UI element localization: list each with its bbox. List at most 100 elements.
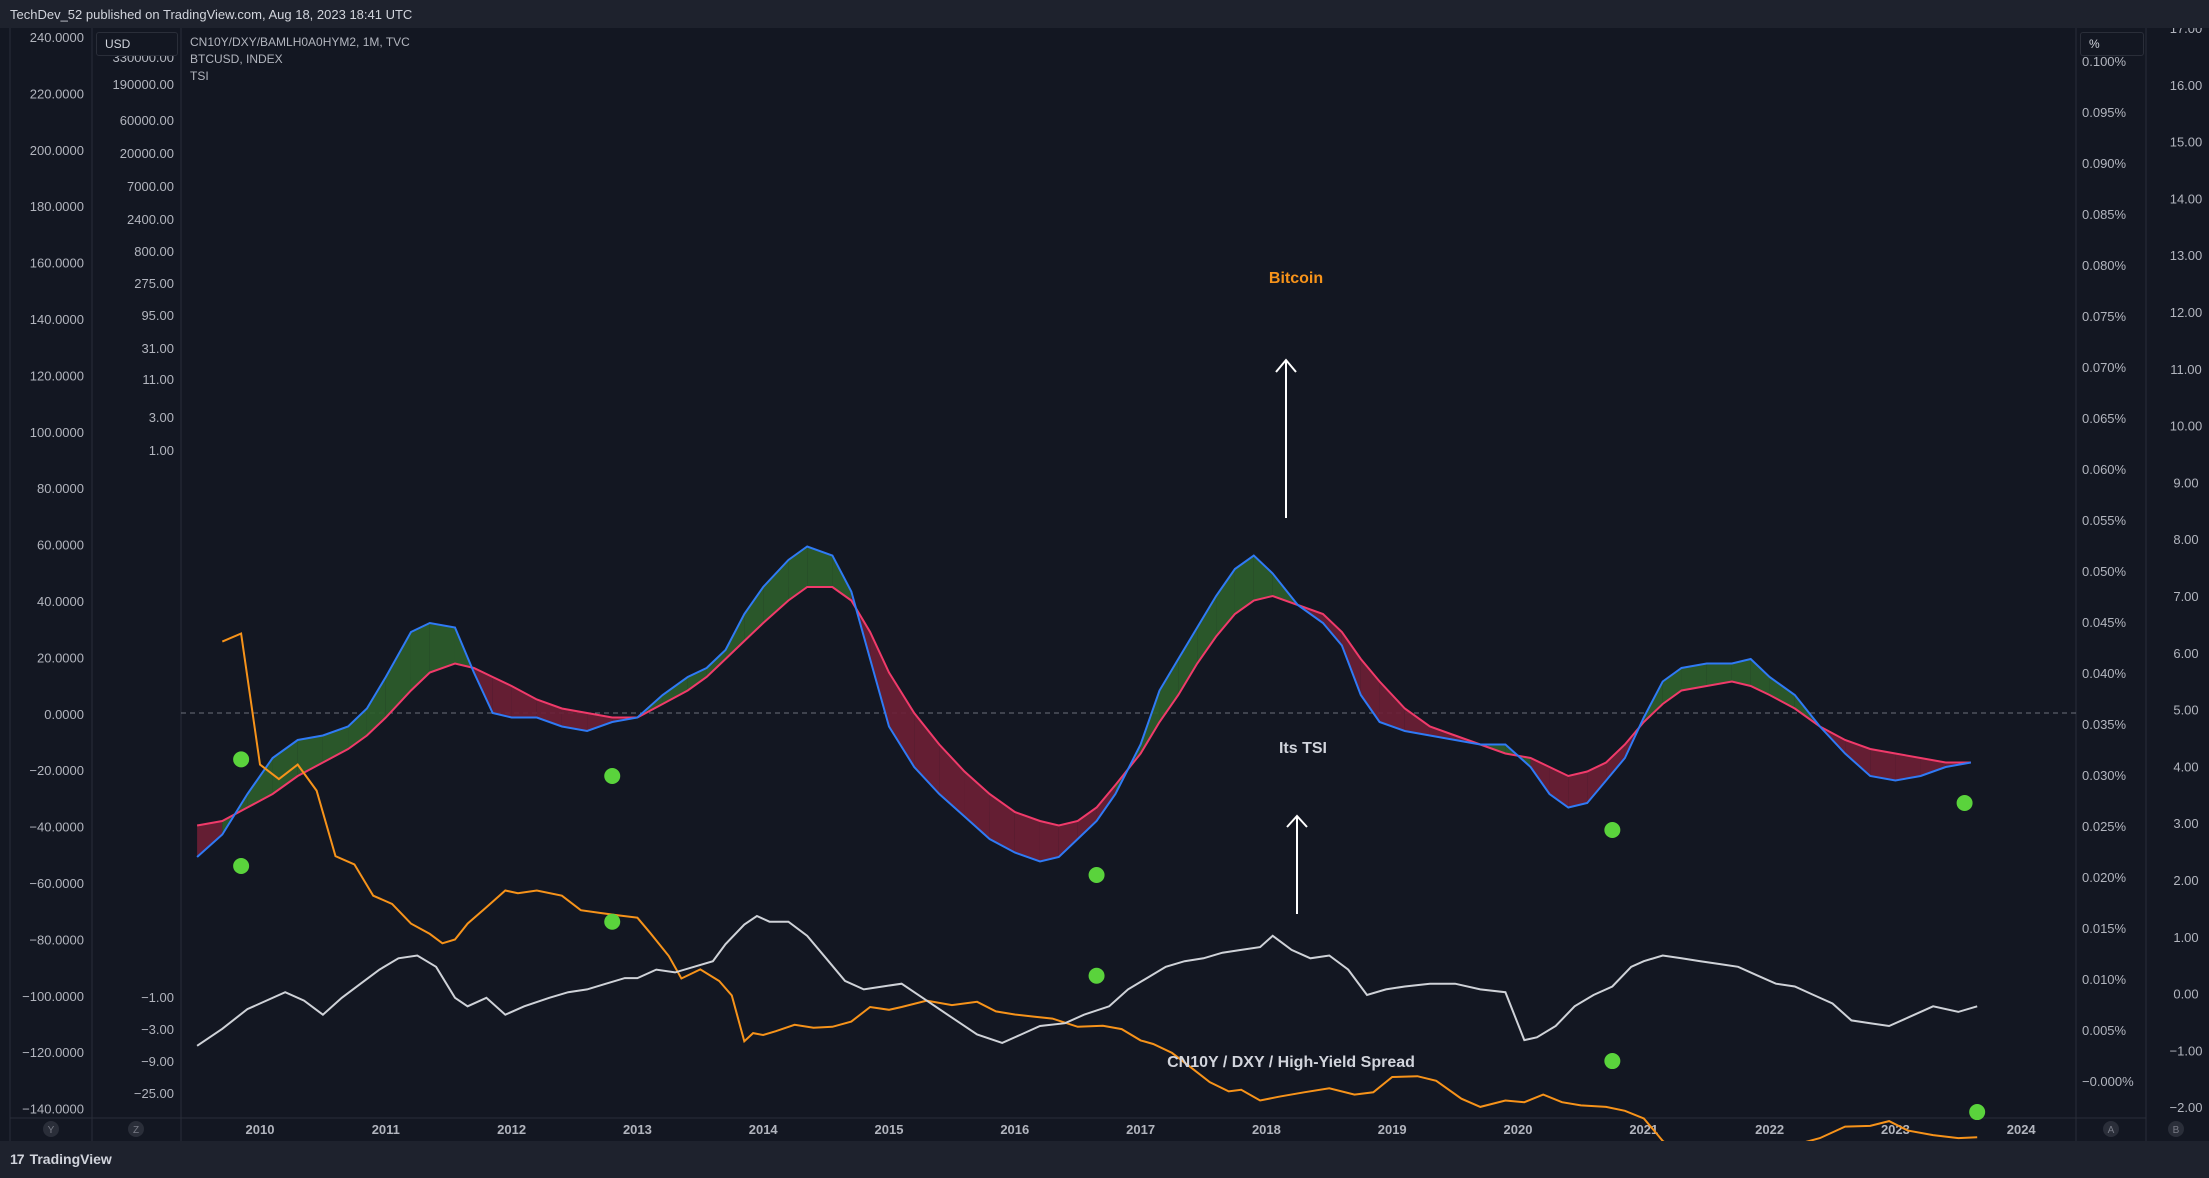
axis_pct-tick: 0.070%	[2082, 360, 2127, 375]
signal-dot	[1604, 1053, 1621, 1070]
axis_far_left-tick: 220.0000	[30, 86, 84, 101]
btc-axis-tick: 20000.00	[120, 146, 174, 161]
tsi-annotation: Its TSI	[1279, 740, 1327, 757]
axis_far_left-tick: 0.0000	[44, 707, 84, 722]
spread-annotation: CN10Y / DXY / High-Yield Spread	[1167, 1054, 1415, 1071]
btc-axis-tick: 60000.00	[120, 113, 174, 128]
x-axis-tick: 2018	[1252, 1122, 1281, 1137]
corner-button-a[interactable]: A	[2103, 1121, 2119, 1137]
x-axis-tick: 2011	[372, 1122, 400, 1137]
axis_far_left-tick: 20.0000	[37, 650, 84, 665]
spread-axis-tick: −9.00	[141, 1054, 174, 1069]
tsi-fill-segment	[197, 821, 223, 857]
axis_far_left-tick: −140.0000	[22, 1102, 84, 1117]
btc-axis-tick: 3.00	[149, 410, 174, 425]
signal-dot	[1956, 795, 1973, 811]
brand-footer: 17 TradingView	[0, 1141, 2209, 1178]
legend-btcusd[interactable]: BTCUSD, INDEX	[190, 52, 283, 66]
signal-dot	[1088, 967, 1105, 984]
signal-dot	[604, 913, 621, 930]
tsi-fill-segment	[889, 672, 915, 767]
svg-text:B: B	[2173, 1125, 2180, 1136]
corner-button-z[interactable]: Z	[128, 1121, 144, 1137]
tsi-fill-segment	[410, 623, 430, 691]
axis_pct-tick: 0.005%	[2082, 1023, 2127, 1038]
x-axis-tick: 2013	[623, 1122, 652, 1137]
tsi-fill-segment	[587, 713, 613, 731]
publish-header: TechDev_52 published on TradingView.com,…	[0, 0, 2209, 28]
axis_far_left-tick: 40.0000	[37, 594, 84, 609]
tsi-fill-segment	[322, 726, 349, 763]
tsi-fill-segment	[744, 587, 764, 641]
tsi-fill-segment	[788, 546, 808, 601]
tsi-fill-segment	[429, 623, 455, 673]
spread-axis-tick: −1.00	[141, 990, 174, 1005]
btc-axis-tick: 190000.00	[113, 77, 174, 92]
btc-axis-tick: 11.00	[142, 372, 174, 387]
tsi-fill-segment	[1178, 627, 1198, 695]
corner-button-y[interactable]: Y	[43, 1121, 59, 1137]
percent-unit-selector[interactable]: %	[2080, 32, 2144, 56]
tsi-fill-segment	[1681, 663, 1707, 691]
axis_pct-tick: 0.035%	[2082, 717, 2127, 732]
tsi-fill-segment	[1360, 659, 1380, 722]
tsi-fill-segment	[1731, 659, 1751, 686]
btc-axis-tick: 2400.00	[127, 212, 174, 227]
axis_far_right-tick: 11.00	[2170, 362, 2202, 377]
btc-axis-tick: 275.00	[134, 276, 174, 291]
axis_pct-tick: 0.065%	[2082, 411, 2127, 426]
btc-axis-tick: 1.00	[149, 443, 174, 458]
signal-dot	[1969, 1104, 1986, 1121]
axis_pct-tick: 0.100%	[2082, 54, 2127, 69]
chart-canvas[interactable]: 240.0000 220.0000 200.0000 180.0000 160.0000…	[0, 28, 2209, 1141]
signal-dot	[604, 768, 621, 784]
tsi-fill-segment	[662, 677, 688, 704]
axis_pct-tick: 0.080%	[2082, 258, 2127, 273]
tsi-fill-segment	[687, 668, 707, 691]
tsi-fill-segment	[1058, 821, 1078, 857]
axis_far_right-tick: 9.00	[2173, 475, 2198, 490]
axis_far_left-tick: −80.0000	[29, 932, 84, 947]
tsi-fill-segment	[807, 546, 833, 587]
corner-button-b[interactable]: B	[2168, 1121, 2184, 1137]
x-axis-tick: 2015	[875, 1122, 904, 1137]
axis_far_right-tick: 5.00	[2173, 703, 2198, 718]
tsi-line	[196, 545, 1972, 863]
legend-spread[interactable]: CN10Y/DXY/BAMLH0A0HYM2, 1M, TVC	[190, 35, 410, 49]
axis_far_left-tick: 140.0000	[30, 312, 84, 327]
tsi-fill-segment	[1706, 663, 1732, 686]
axis_far_left-tick: −40.0000	[29, 820, 84, 835]
tradingview-logo-icon: 17	[10, 1151, 25, 1167]
tsi-fill-segment	[1234, 555, 1254, 614]
series-legend: CN10Y/DXY/BAMLH0A0HYM2, 1M, TVC BTCUSD, …	[190, 34, 410, 85]
btc-price-line	[221, 632, 1978, 1141]
legend-tsi[interactable]: TSI	[190, 69, 209, 83]
axis_far_left-tick: 60.0000	[37, 538, 84, 553]
axis_far_left-tick: 200.0000	[30, 143, 84, 158]
btc-axis-tick: 800.00	[134, 244, 174, 259]
currency-unit-selector[interactable]: USD	[96, 32, 178, 56]
btc-axis-tick: 31.00	[141, 341, 174, 356]
axis_far_right-tick: 2.00	[2173, 873, 2198, 888]
tsi-fill-segment	[1750, 659, 1770, 695]
axis_far_right-tick: 3.00	[2173, 816, 2198, 831]
tsi-fill-segment	[706, 650, 726, 677]
axis_far_right-tick: 1.00	[2173, 930, 2198, 945]
axis_pct-tick: 0.030%	[2082, 768, 2127, 783]
spread-line	[196, 914, 1978, 1047]
tsi-fill-segment	[492, 677, 512, 718]
axis_far_right-tick: 12.00	[2170, 305, 2203, 320]
publish-info: TechDev_52 published on TradingView.com,…	[10, 7, 413, 22]
x-axis-tick: 2017	[1126, 1122, 1155, 1137]
axis_pct-tick: 0.095%	[2082, 105, 2127, 120]
tsi-fill-segment	[1606, 744, 1625, 781]
bitcoin-annotation: Bitcoin	[1269, 270, 1323, 287]
tsi-fill-segment	[1379, 681, 1405, 731]
axis_far_right-tick: 16.00	[2170, 78, 2203, 93]
axis_pct-tick: 0.025%	[2082, 819, 2127, 834]
spread-axis-tick: −3.00	[141, 1022, 174, 1037]
tsi-fill-segment	[536, 699, 562, 727]
tradingview-logo[interactable]: 17 TradingView	[10, 1151, 112, 1167]
signal-dot	[233, 858, 250, 874]
